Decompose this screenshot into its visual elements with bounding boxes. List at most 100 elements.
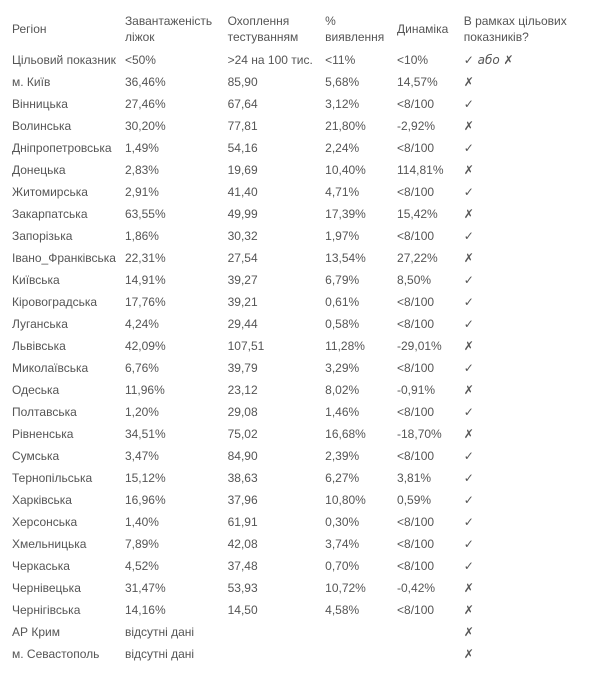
cell-dynamics: 114,81% — [395, 159, 462, 181]
cell-testing: 39,27 — [226, 269, 324, 291]
cell-testing: 23,12 — [226, 379, 324, 401]
cell-detection: 6,27% — [323, 467, 395, 489]
cell-region: Харківська — [10, 489, 123, 511]
cell-detection: 1,46% — [323, 401, 395, 423]
table-row: Полтавська1,20%29,081,46%<8/100✓ — [10, 401, 585, 423]
cell-dynamics: <8/100 — [395, 599, 462, 621]
cell-mark: ✓ — [462, 137, 585, 159]
cell-beds: 63,55% — [123, 203, 226, 225]
cell-beds: відсутні дані — [123, 643, 226, 665]
cell-mark: ✗ — [462, 159, 585, 181]
cell-testing: 67,64 — [226, 93, 324, 115]
cell-detection: 13,54% — [323, 247, 395, 269]
cell-detection: 6,79% — [323, 269, 395, 291]
cell-mark: ✗ — [462, 203, 585, 225]
cell-mark: ✗ — [462, 71, 585, 93]
cell-region: Черкаська — [10, 555, 123, 577]
target-testing: >24 на 100 тис. — [226, 49, 324, 71]
cell-testing: 107,51 — [226, 335, 324, 357]
cell-detection: 10,80% — [323, 489, 395, 511]
cell-testing: 49,99 — [226, 203, 324, 225]
cell-dynamics: <8/100 — [395, 93, 462, 115]
cell-detection: 8,02% — [323, 379, 395, 401]
cell-beds: 6,76% — [123, 357, 226, 379]
cell-region: Житомирська — [10, 181, 123, 203]
cell-region: Вінницька — [10, 93, 123, 115]
cell-region: м. Севастополь — [10, 643, 123, 665]
cell-testing: 39,79 — [226, 357, 324, 379]
cell-mark: ✗ — [462, 335, 585, 357]
cell-beds: 1,86% — [123, 225, 226, 247]
cell-mark: ✓ — [462, 489, 585, 511]
cell-dynamics: <8/100 — [395, 401, 462, 423]
cell-region: Хмельницька — [10, 533, 123, 555]
table-row: Вінницька27,46%67,643,12%<8/100✓ — [10, 93, 585, 115]
table-row: Чернігівська14,16%14,504,58%<8/100✗ — [10, 599, 585, 621]
col-within-target: В рамках цільових показників? — [462, 10, 585, 49]
target-label: Цільовий показник — [10, 49, 123, 71]
cell-region: Херсонська — [10, 511, 123, 533]
cell-region: Івано_Франківська — [10, 247, 123, 269]
cell-beds: 1,20% — [123, 401, 226, 423]
cell-region: Полтавська — [10, 401, 123, 423]
table-row: Одеська11,96%23,128,02%-0,91%✗ — [10, 379, 585, 401]
cell-detection — [323, 621, 395, 643]
cell-detection: 3,74% — [323, 533, 395, 555]
table-row: Дніпропетровська1,49%54,162,24%<8/100✓ — [10, 137, 585, 159]
cell-beds: 16,96% — [123, 489, 226, 511]
cell-region: Луганська — [10, 313, 123, 335]
cell-mark: ✗ — [462, 621, 585, 643]
cell-testing: 61,91 — [226, 511, 324, 533]
cell-mark: ✓ — [462, 181, 585, 203]
cell-dynamics: <8/100 — [395, 555, 462, 577]
cell-detection: 16,68% — [323, 423, 395, 445]
cell-beds: 7,89% — [123, 533, 226, 555]
cell-dynamics: 3,81% — [395, 467, 462, 489]
cell-detection: 3,29% — [323, 357, 395, 379]
cell-dynamics: <8/100 — [395, 445, 462, 467]
cell-detection: 5,68% — [323, 71, 395, 93]
cell-region: Чернівецька — [10, 577, 123, 599]
cell-mark: ✓ — [462, 313, 585, 335]
cell-beds: 22,31% — [123, 247, 226, 269]
cell-beds: 2,91% — [123, 181, 226, 203]
cell-beds: 27,46% — [123, 93, 226, 115]
cell-beds: відсутні дані — [123, 621, 226, 643]
cell-dynamics: 14,57% — [395, 71, 462, 93]
table-row: Львівська42,09%107,5111,28%-29,01%✗ — [10, 335, 585, 357]
cell-testing: 53,93 — [226, 577, 324, 599]
cell-region: Дніпропетровська — [10, 137, 123, 159]
target-dynamics: <10% — [395, 49, 462, 71]
cell-testing: 39,21 — [226, 291, 324, 313]
col-beds: Завантаженість ліжок — [123, 10, 226, 49]
table-row: Київська14,91%39,276,79%8,50%✓ — [10, 269, 585, 291]
cell-beds: 3,47% — [123, 445, 226, 467]
cell-mark: ✗ — [462, 577, 585, 599]
cell-mark: ✓ — [462, 269, 585, 291]
cell-mark: ✓ — [462, 533, 585, 555]
table-row: Рівненська34,51%75,0216,68%-18,70%✗ — [10, 423, 585, 445]
cell-beds: 14,91% — [123, 269, 226, 291]
cell-detection — [323, 643, 395, 665]
table-row: Закарпатська63,55%49,9917,39%15,42%✗ — [10, 203, 585, 225]
cell-mark: ✗ — [462, 115, 585, 137]
cell-mark: ✓ — [462, 467, 585, 489]
cell-dynamics: -2,92% — [395, 115, 462, 137]
cell-dynamics: <8/100 — [395, 225, 462, 247]
cell-region: Запорізька — [10, 225, 123, 247]
col-testing: Охоплення тестуванням — [226, 10, 324, 49]
cell-beds: 14,16% — [123, 599, 226, 621]
cell-detection: 0,30% — [323, 511, 395, 533]
cell-beds: 31,47% — [123, 577, 226, 599]
table-row: Херсонська1,40%61,910,30%<8/100✓ — [10, 511, 585, 533]
table-row: Івано_Франківська22,31%27,5413,54%27,22%… — [10, 247, 585, 269]
cell-beds: 36,46% — [123, 71, 226, 93]
cell-mark: ✓ — [462, 357, 585, 379]
cell-testing: 30,32 — [226, 225, 324, 247]
table-row: Хмельницька7,89%42,083,74%<8/100✓ — [10, 533, 585, 555]
cell-mark: ✓ — [462, 93, 585, 115]
cell-region: Львівська — [10, 335, 123, 357]
cell-dynamics: 8,50% — [395, 269, 462, 291]
cell-mark: ✓ — [462, 401, 585, 423]
cell-testing: 37,48 — [226, 555, 324, 577]
